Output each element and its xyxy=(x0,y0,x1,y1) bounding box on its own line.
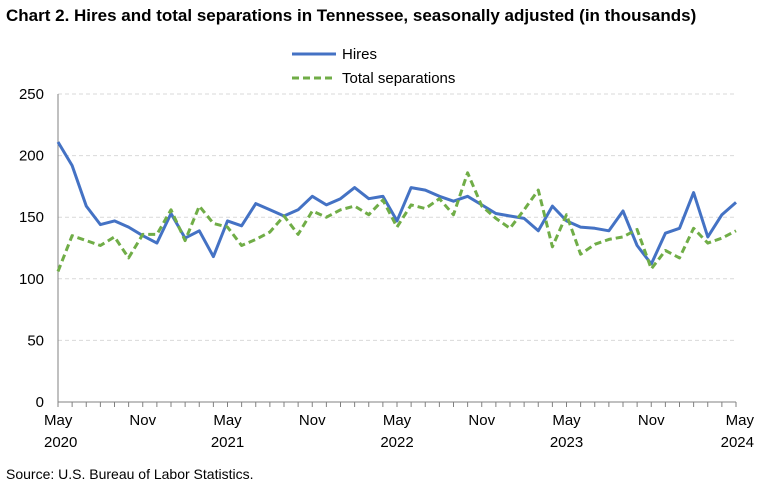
x-tick-label-month: May xyxy=(213,412,242,429)
axes xyxy=(57,94,737,407)
total-separations-line xyxy=(56,171,737,272)
x-tick-label-year: 2023 xyxy=(550,434,583,451)
y-tick-label: 150 xyxy=(19,209,44,226)
x-tick-label-month: Nov xyxy=(299,412,326,429)
y-tick-label: 250 xyxy=(19,86,44,103)
legend-label-total-separations: Total separations xyxy=(342,70,455,87)
x-tick-label-month: May xyxy=(726,412,755,429)
x-tick-label-month: May xyxy=(383,412,412,429)
y-tick-label: 100 xyxy=(19,271,44,288)
x-tick-label-month: May xyxy=(44,412,73,429)
y-tick-label: 0 xyxy=(36,394,44,411)
x-tick-label-month: May xyxy=(552,412,581,429)
x-axis-tick-labels: May 2020 Nov May 2021 Nov May 2022 Nov May 2023 Nov… xyxy=(44,412,754,451)
chart-title: Chart 2. Hires and total separations in … xyxy=(6,6,697,25)
source-note: Source: U.S. Bureau of Labor Statistics. xyxy=(6,466,254,482)
x-tick-label-year: 2022 xyxy=(380,434,413,451)
x-tick-label-year: 2021 xyxy=(211,434,244,451)
x-tick-label-month: Nov xyxy=(638,412,665,429)
legend-label-hires: Hires xyxy=(342,46,377,63)
x-tick-label-year: 2020 xyxy=(44,434,77,451)
legend: Hires Total separations xyxy=(292,46,455,87)
y-axis-tick-labels: 0 50 100 150 200 250 xyxy=(19,86,44,411)
series-lines xyxy=(56,141,737,272)
hires-line xyxy=(56,141,737,266)
x-tick-label-month: Nov xyxy=(129,412,156,429)
y-tick-label: 50 xyxy=(27,332,44,349)
x-tick-label-year: 2024 xyxy=(721,434,754,451)
x-tick-label-month: Nov xyxy=(468,412,495,429)
y-tick-label: 200 xyxy=(19,148,44,165)
